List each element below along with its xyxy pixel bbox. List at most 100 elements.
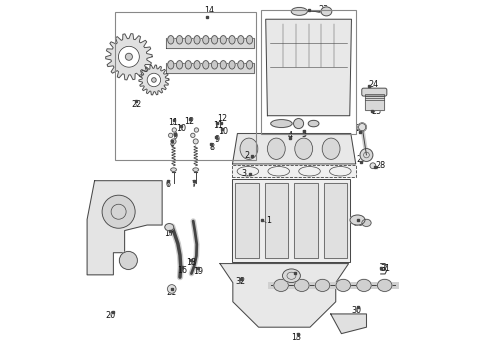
Text: 18: 18 — [186, 258, 196, 267]
Ellipse shape — [165, 224, 174, 231]
Polygon shape — [232, 134, 356, 164]
Text: 27: 27 — [356, 155, 366, 164]
Text: 10: 10 — [176, 124, 186, 133]
Bar — [365, 94, 384, 111]
Text: 10: 10 — [218, 127, 228, 136]
Bar — [235, 184, 259, 258]
Bar — [265, 184, 289, 258]
Ellipse shape — [357, 279, 371, 292]
Ellipse shape — [336, 279, 350, 292]
Ellipse shape — [295, 138, 313, 159]
Bar — [232, 179, 350, 262]
Ellipse shape — [322, 138, 340, 159]
Circle shape — [125, 53, 132, 60]
Ellipse shape — [294, 279, 309, 292]
Circle shape — [172, 128, 176, 132]
Text: 13: 13 — [291, 333, 301, 342]
Ellipse shape — [220, 60, 226, 69]
Bar — [232, 165, 356, 177]
Circle shape — [193, 139, 198, 144]
Ellipse shape — [238, 36, 244, 44]
Bar — [232, 179, 350, 262]
Ellipse shape — [168, 36, 174, 44]
Text: 3: 3 — [242, 169, 247, 178]
Text: 31: 31 — [380, 264, 390, 273]
Polygon shape — [87, 181, 162, 275]
Polygon shape — [220, 264, 348, 327]
Text: 14: 14 — [204, 6, 214, 15]
Bar — [294, 184, 318, 258]
Circle shape — [120, 251, 137, 269]
Text: 24: 24 — [368, 80, 379, 89]
Text: 12: 12 — [185, 117, 195, 126]
Ellipse shape — [321, 7, 332, 16]
Ellipse shape — [176, 36, 183, 44]
Text: 8: 8 — [210, 143, 215, 152]
Ellipse shape — [171, 168, 176, 171]
Ellipse shape — [240, 138, 258, 159]
Text: 19: 19 — [193, 267, 203, 276]
Circle shape — [191, 133, 195, 138]
Text: 28: 28 — [375, 161, 385, 170]
Text: 1: 1 — [266, 216, 270, 225]
Text: 11: 11 — [213, 121, 223, 130]
Circle shape — [194, 128, 198, 132]
Ellipse shape — [194, 36, 200, 44]
Bar — [261, 10, 356, 134]
Ellipse shape — [283, 269, 300, 283]
Text: 26: 26 — [355, 125, 366, 134]
Ellipse shape — [229, 60, 235, 69]
Ellipse shape — [362, 219, 371, 226]
Ellipse shape — [315, 279, 330, 292]
Text: 32: 32 — [236, 277, 246, 286]
Text: 25: 25 — [371, 107, 382, 116]
Ellipse shape — [377, 279, 392, 292]
Text: 21: 21 — [167, 288, 177, 297]
Ellipse shape — [212, 36, 218, 44]
Text: 8: 8 — [170, 139, 174, 148]
Ellipse shape — [193, 168, 198, 171]
Bar — [265, 184, 289, 258]
Ellipse shape — [168, 60, 174, 69]
Text: 15: 15 — [288, 271, 298, 280]
Circle shape — [358, 123, 367, 131]
Polygon shape — [266, 19, 351, 116]
Text: 9: 9 — [172, 132, 177, 141]
Circle shape — [171, 139, 176, 144]
Text: 17: 17 — [164, 229, 174, 238]
Circle shape — [294, 118, 304, 129]
Text: 11: 11 — [169, 118, 178, 127]
Ellipse shape — [212, 60, 218, 69]
Text: 7: 7 — [191, 180, 196, 189]
Ellipse shape — [220, 36, 226, 44]
Bar — [235, 184, 259, 258]
Bar — [294, 184, 318, 258]
Bar — [232, 165, 356, 177]
Polygon shape — [139, 65, 169, 95]
Bar — [324, 184, 347, 258]
Text: 23: 23 — [318, 5, 329, 14]
Text: 4: 4 — [287, 131, 292, 140]
Polygon shape — [331, 314, 367, 334]
Ellipse shape — [203, 60, 209, 69]
Ellipse shape — [308, 120, 319, 127]
FancyBboxPatch shape — [362, 88, 387, 96]
Polygon shape — [106, 33, 152, 80]
Bar — [115, 12, 256, 160]
Ellipse shape — [203, 36, 209, 44]
Circle shape — [370, 163, 376, 168]
Ellipse shape — [194, 60, 200, 69]
Bar — [324, 184, 347, 258]
Ellipse shape — [185, 60, 192, 69]
Ellipse shape — [185, 36, 192, 44]
Circle shape — [152, 78, 156, 82]
Circle shape — [119, 46, 139, 67]
Text: 5: 5 — [301, 130, 307, 139]
Bar — [365, 94, 384, 111]
Text: 6: 6 — [166, 180, 171, 189]
Text: 9: 9 — [215, 135, 220, 144]
Text: 2: 2 — [244, 151, 249, 160]
Circle shape — [360, 149, 373, 161]
Text: 29: 29 — [353, 219, 364, 228]
Circle shape — [169, 133, 173, 138]
